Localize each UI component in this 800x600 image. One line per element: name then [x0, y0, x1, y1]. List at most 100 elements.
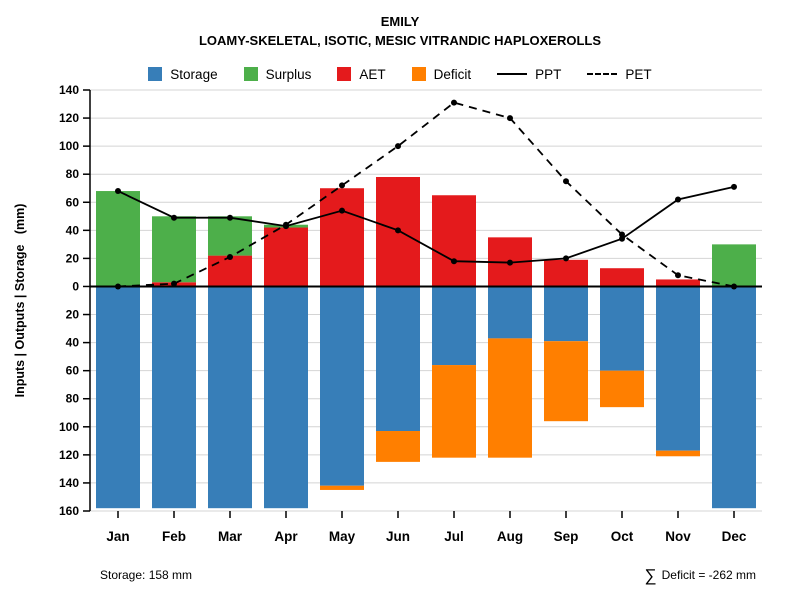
bar-aet [320, 187, 364, 287]
data-point [451, 257, 457, 264]
bar-aet [656, 279, 700, 287]
bar-storage [152, 286, 196, 508]
bar-deficit [488, 338, 532, 458]
legend-item-pet: PET [587, 66, 652, 82]
deficit-note: ∑ Deficit = -262 mm [645, 567, 756, 584]
svg-text:20: 20 [66, 307, 80, 321]
legend-item-ppt: PPT [497, 67, 561, 82]
bar-deficit [432, 364, 476, 458]
svg-text:Dec: Dec [722, 529, 747, 544]
legend-label-storage: Storage [170, 66, 218, 82]
bar-aet [544, 259, 588, 287]
bar-storage [600, 286, 644, 371]
svg-text:120: 120 [59, 111, 79, 125]
svg-text:80: 80 [66, 391, 80, 405]
svg-text:Nov: Nov [665, 529, 691, 544]
bar-storage [376, 286, 420, 431]
aet-swatch-icon [337, 67, 352, 82]
data-point [507, 114, 513, 121]
data-point [115, 283, 121, 290]
data-point [395, 142, 401, 149]
sigma-symbol: ∑ [644, 565, 657, 585]
bar-surplus [96, 190, 140, 287]
svg-text:80: 80 [66, 167, 80, 181]
bar-deficit [544, 340, 588, 421]
legend-label-surplus: Surplus [265, 66, 312, 82]
ppt-solid-line-icon [497, 73, 528, 76]
pet-dashed-line-icon [587, 73, 618, 76]
bar-storage [96, 286, 140, 508]
data-point [171, 214, 177, 221]
bar-storage [432, 286, 476, 365]
bar-storage [712, 286, 756, 508]
data-point [563, 177, 569, 184]
data-point [731, 283, 737, 290]
y-axis: 140 120 100 80 60 40 20 0 20 40 60 80 100 120 140 160 [59, 83, 91, 518]
svg-text:Feb: Feb [162, 529, 186, 544]
bars [96, 176, 756, 508]
svg-text:140: 140 [59, 83, 79, 97]
chart-title: EMILY [380, 14, 420, 29]
data-point [451, 99, 457, 106]
bar-aet [208, 255, 252, 287]
chart-subtitle: LOAMY-SKELETAL, ISOTIC, MESIC VITRANDIC … [198, 32, 602, 48]
legend-label-pet: PET [625, 66, 652, 82]
bar-deficit [320, 485, 364, 490]
data-point [675, 271, 681, 278]
data-point [619, 235, 625, 242]
svg-text:May: May [329, 529, 356, 544]
data-point [339, 182, 345, 189]
data-point [731, 183, 737, 190]
data-point [339, 207, 345, 214]
legend-item-deficit: Deficit [411, 66, 472, 82]
deficit-text: Deficit = -262 mm [661, 568, 756, 583]
svg-text:140: 140 [59, 476, 79, 490]
svg-text:60: 60 [66, 195, 80, 209]
svg-text:Apr: Apr [274, 529, 298, 544]
legend-item-storage: Storage [148, 66, 218, 82]
svg-text:40: 40 [66, 223, 80, 237]
legend-item-surplus: Surplus [243, 66, 312, 82]
bar-storage [264, 286, 308, 508]
svg-text:20: 20 [66, 251, 80, 265]
bar-aet [432, 194, 476, 287]
chart-header: EMILY LOAMY-SKELETAL, ISOTIC, MESIC VITR… [0, 0, 800, 51]
bar-deficit [656, 450, 700, 456]
data-point [227, 214, 233, 221]
bar-storage [544, 286, 588, 341]
data-point [171, 280, 177, 287]
gridlines [90, 89, 762, 512]
bar-aet [264, 227, 308, 287]
legend-label-aet: AET [359, 66, 386, 82]
bar-storage [208, 286, 252, 508]
svg-text:Mar: Mar [218, 529, 243, 544]
svg-text:Jul: Jul [444, 529, 464, 544]
legend-label-deficit: Deficit [433, 66, 472, 82]
water-balance-chart: 140 120 100 80 60 40 20 0 20 40 60 80 100 120 140 160 Ja… [13, 83, 762, 544]
svg-text:Jan: Jan [106, 529, 129, 544]
data-point [395, 227, 401, 234]
bar-deficit [376, 430, 420, 462]
data-point [675, 196, 681, 203]
data-point [619, 231, 625, 238]
surplus-swatch-icon [243, 67, 258, 82]
bar-storage [656, 286, 700, 451]
bar-deficit [600, 370, 644, 407]
bar-aet [600, 267, 644, 287]
bar-surplus [208, 215, 252, 256]
data-point [507, 259, 513, 266]
storage-swatch-icon [148, 67, 163, 82]
y-axis-label: Inputs | Outputs | Storage (mm) [13, 203, 27, 397]
data-point [283, 221, 289, 228]
svg-text:Oct: Oct [611, 529, 634, 544]
svg-text:Jun: Jun [386, 529, 410, 544]
svg-text:160: 160 [59, 504, 79, 518]
x-axis: Jan Feb Mar Apr May Jun Jul Aug Sep Oct Nov Dec [106, 510, 747, 544]
data-point [563, 255, 569, 262]
svg-text:100: 100 [59, 419, 79, 433]
svg-text:120: 120 [59, 448, 79, 462]
data-point [227, 253, 233, 260]
bar-surplus [152, 215, 196, 282]
svg-text:100: 100 [59, 139, 79, 153]
svg-text:Sep: Sep [554, 529, 579, 544]
